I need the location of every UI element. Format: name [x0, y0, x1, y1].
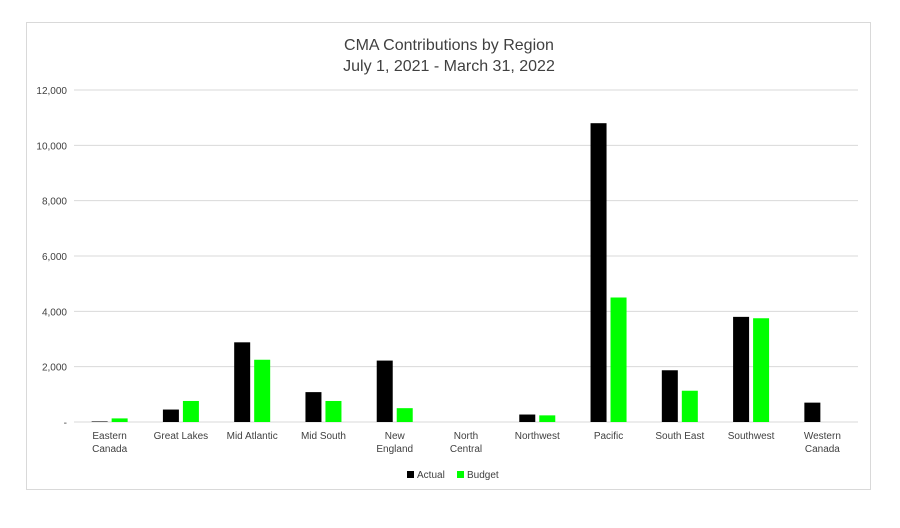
category-label: South East	[655, 431, 704, 442]
bar-actual	[91, 421, 108, 422]
bar-actual	[661, 370, 678, 422]
bar-actual	[376, 360, 393, 422]
chart-svg: CMA Contributions by Region July 1, 2021…	[36, 37, 858, 481]
y-tick-label: 2,000	[42, 363, 67, 374]
category-label: Canada	[805, 444, 840, 455]
y-tick-label: 10,000	[36, 141, 67, 152]
legend-swatch-actual	[407, 471, 414, 478]
bar-actual	[234, 342, 251, 422]
bar-actual	[162, 409, 179, 422]
bar-budget	[539, 415, 556, 422]
y-tick-label: 12,000	[36, 86, 67, 97]
bar-actual	[305, 392, 322, 422]
category-label: Mid Atlantic	[227, 431, 278, 442]
y-axis-ticks: - 2,000 4,000 6,000 8,000 10,000 12,000	[36, 86, 67, 429]
y-tick-label: -	[64, 418, 67, 429]
bar-budget	[111, 418, 128, 422]
y-tick-label: 4,000	[42, 307, 67, 318]
category-label: England	[376, 444, 413, 455]
legend-label-actual: Actual	[417, 470, 445, 481]
y-tick-label: 8,000	[42, 197, 67, 208]
category-label: Western	[804, 431, 841, 442]
y-tick-label: 6,000	[42, 252, 67, 263]
x-axis-categories: Eastern Canada Great Lakes Mid Atlantic Mid …	[92, 431, 841, 455]
category-label: North	[454, 431, 478, 442]
category-label: Central	[450, 444, 482, 455]
bar-budget	[325, 400, 342, 422]
legend-swatch-budget	[457, 471, 464, 478]
bar-actual	[804, 402, 821, 422]
category-label: Eastern	[92, 431, 126, 442]
category-label: Canada	[92, 444, 127, 455]
chart-subtitle: July 1, 2021 - March 31, 2022	[343, 58, 555, 75]
bar-actual	[519, 414, 536, 422]
bars	[91, 123, 821, 422]
bar-budget	[610, 297, 627, 422]
bar-budget	[753, 318, 770, 422]
category-label: Northwest	[515, 431, 560, 442]
bar-actual	[590, 123, 607, 422]
legend-label-budget: Budget	[467, 470, 499, 481]
bar-actual	[733, 316, 750, 422]
category-label: New	[385, 431, 406, 442]
legend: Actual Budget	[407, 470, 499, 481]
gridlines	[74, 89, 858, 423]
chart-frame: CMA Contributions by Region July 1, 2021…	[26, 22, 871, 490]
category-label: Pacific	[594, 431, 623, 442]
bar-budget	[681, 390, 698, 422]
category-label: Southwest	[728, 431, 775, 442]
category-label: Mid South	[301, 431, 346, 442]
chart-title: CMA Contributions by Region	[344, 37, 554, 54]
bar-budget	[396, 408, 413, 422]
bar-budget	[182, 400, 199, 422]
category-label: Great Lakes	[154, 431, 208, 442]
bar-budget	[254, 359, 271, 422]
